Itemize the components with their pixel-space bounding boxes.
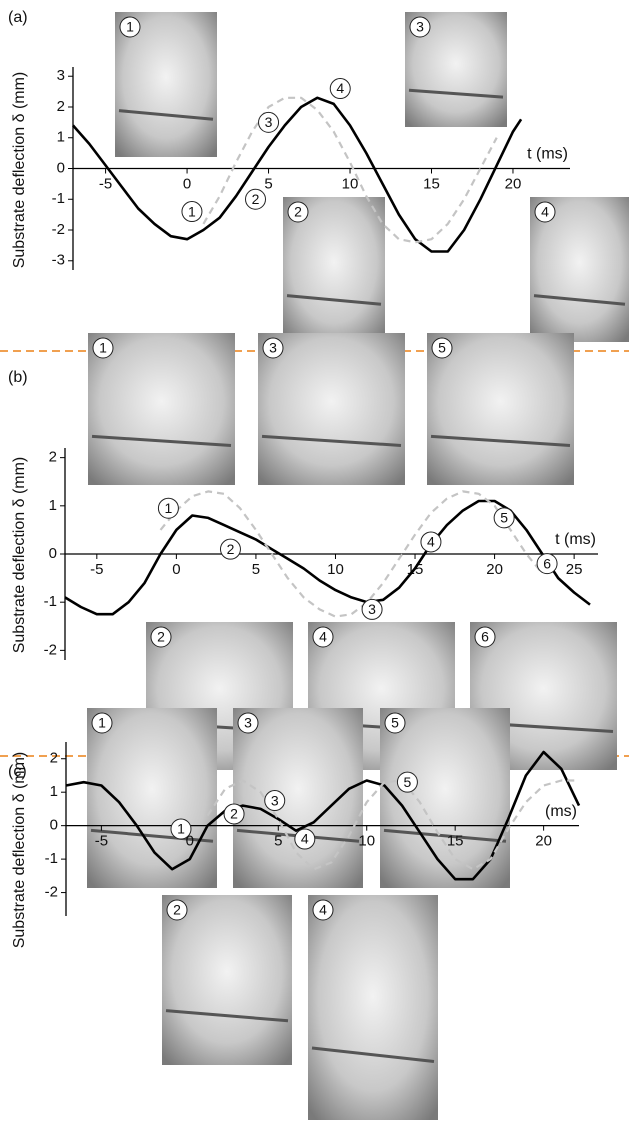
x-tick-label: 15 — [423, 175, 440, 192]
y-axis-label: Substrate deflection δ (mm) — [11, 72, 28, 269]
circled-number: 4 — [319, 902, 327, 918]
circled-number: 4 — [319, 629, 327, 645]
x-tick-label: 20 — [505, 175, 522, 192]
x-axis-label: t (ms) — [527, 146, 568, 163]
y-tick-label: 0 — [50, 817, 58, 834]
circled-number: 3 — [269, 340, 277, 356]
circled-number: 6 — [481, 629, 489, 645]
circled-number: 5 — [391, 715, 399, 731]
circled-number: 5 — [438, 340, 446, 356]
y-tick-label: -2 — [52, 221, 65, 238]
circled-number: 4 — [301, 831, 309, 847]
x-tick-label: 10 — [342, 175, 359, 192]
circled-number: 3 — [244, 715, 252, 731]
x-tick-label: 5 — [252, 561, 260, 578]
circled-number: 4 — [336, 80, 344, 96]
circled-number: 1 — [165, 500, 173, 516]
photo-inset — [308, 895, 438, 1120]
x-tick-label: 10 — [358, 833, 375, 850]
y-tick-label: 0 — [49, 545, 57, 562]
x-axis-label: t (ms) — [555, 531, 596, 548]
circled-number: 2 — [173, 902, 181, 918]
panel-label: (b) — [8, 369, 28, 386]
circled-number: 4 — [541, 204, 549, 220]
circled-number: 1 — [177, 821, 185, 837]
x-tick-label: 10 — [327, 561, 344, 578]
y-tick-label: -2 — [44, 641, 57, 658]
circled-number: 1 — [99, 340, 107, 356]
x-tick-label: 25 — [566, 561, 583, 578]
circled-number: 1 — [126, 19, 134, 35]
circled-number: 3 — [416, 19, 424, 35]
x-tick-label: -5 — [90, 561, 103, 578]
circled-number: 5 — [500, 510, 508, 526]
y-tick-label: 2 — [50, 750, 58, 767]
x-tick-label: 5 — [264, 175, 272, 192]
y-tick-label: 2 — [49, 449, 57, 466]
circled-number: 4 — [427, 534, 435, 550]
circled-number: 1 — [188, 203, 196, 219]
photo-inset — [162, 895, 292, 1065]
y-tick-label: 2 — [57, 98, 65, 115]
y-axis-label: Substrate deflection δ (mm) — [11, 457, 28, 654]
photo-inset — [427, 333, 574, 485]
y-tick-label: -1 — [52, 190, 65, 207]
y-tick-label: -2 — [45, 884, 58, 901]
circled-number: 2 — [294, 204, 302, 220]
circled-number: 2 — [230, 806, 238, 822]
figure: 1324-3-2-10123-505101520t (ms)Substrate … — [0, 0, 629, 1127]
x-tick-label: -5 — [95, 833, 108, 850]
x-tick-label: 20 — [486, 561, 503, 578]
photo-inset — [258, 333, 405, 485]
circled-number: 2 — [157, 629, 165, 645]
y-tick-label: 1 — [50, 783, 58, 800]
x-tick-label: 5 — [274, 833, 282, 850]
y-tick-label: -1 — [45, 850, 58, 867]
y-tick-label: -1 — [44, 593, 57, 610]
panel-label: (c) — [8, 763, 27, 780]
y-tick-label: -3 — [52, 252, 65, 269]
x-tick-label: -5 — [99, 175, 112, 192]
circled-number: 5 — [404, 774, 412, 790]
photo-inset — [87, 708, 217, 888]
y-axis-label: Substrate deflection δ (mm) — [11, 752, 28, 949]
circled-number: 3 — [265, 114, 273, 130]
panel-label: (a) — [8, 9, 28, 26]
circled-number: 6 — [543, 555, 551, 571]
photo-inset — [88, 333, 235, 485]
x-tick-label: 15 — [447, 833, 464, 850]
x-axis-label: (ms) — [545, 803, 577, 820]
circled-number: 2 — [227, 541, 235, 557]
x-tick-label: 0 — [183, 175, 191, 192]
circled-number: 1 — [98, 715, 106, 731]
circled-number: 2 — [252, 191, 260, 207]
x-tick-label: 20 — [535, 833, 552, 850]
y-tick-label: 0 — [57, 159, 65, 176]
y-tick-label: 1 — [49, 497, 57, 514]
x-tick-label: 0 — [172, 561, 180, 578]
y-tick-label: 3 — [57, 67, 65, 84]
circled-number: 3 — [271, 792, 279, 808]
circled-number: 3 — [368, 601, 376, 617]
photo-inset — [233, 708, 363, 888]
y-tick-label: 1 — [57, 129, 65, 146]
